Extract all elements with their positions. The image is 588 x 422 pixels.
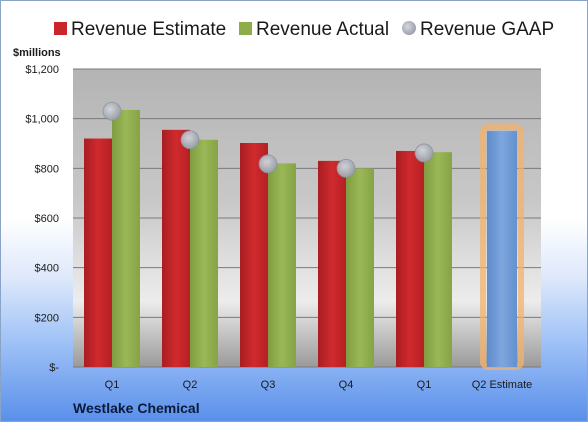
y-axis-tick-labels: $- $200 $400 $600 $800 $1,000 $1,200 [25,64,59,374]
bar-revenue-actual [346,168,374,367]
legend-label-gaap: Revenue GAAP [420,19,554,40]
y-unit-label: $millions [13,47,61,59]
bar-revenue-actual [424,152,452,367]
company-name: Westlake Chemical [73,400,200,416]
bar-revenue-actual [112,109,140,367]
x-tick-label: Q1 [417,379,432,391]
y-tick-label: $200 [35,312,59,324]
bar-revenue-actual [190,139,218,367]
gaap-marker [258,154,278,174]
legend-swatch-gaap [402,21,416,35]
gaap-marker [414,143,434,163]
x-tick-label: Q4 [339,379,354,391]
y-tick-label: $800 [35,163,59,175]
legend-swatch-estimate [54,22,67,35]
legend-label-actual: Revenue Actual [256,19,389,40]
bar-revenue-estimate [318,160,346,367]
y-tick-label: $600 [35,213,59,225]
bar-revenue-estimate [162,129,190,367]
x-tick-label: Q3 [261,379,276,391]
y-tick-label: $- [49,362,59,374]
bars [84,109,524,371]
gaap-markers [102,101,434,178]
gaap-marker [336,158,356,178]
legend: Revenue Estimate Revenue Actual Revenue … [54,19,554,40]
legend-swatch-actual [239,22,252,35]
gridlines [73,68,541,368]
bar-revenue-estimate [84,138,112,367]
bar-revenue-estimate [396,150,424,367]
x-axis-tick-labels: Q1 Q2 Q3 Q4 Q1 Q2 Estimate [105,379,533,391]
gaap-marker [102,101,122,121]
y-tick-label: $400 [35,263,59,275]
gaap-marker [180,130,200,150]
bar-q2-estimate [487,131,517,367]
x-tick-label: Q1 [105,379,120,391]
bar-revenue-actual [268,163,296,367]
x-tick-label: Q2 [183,379,198,391]
y-tick-label: $1,000 [25,114,59,126]
bar-revenue-estimate [240,143,268,367]
x-tick-label: Q2 Estimate [472,379,533,391]
y-tick-label: $1,200 [25,64,59,76]
legend-label-estimate: Revenue Estimate [71,19,226,40]
